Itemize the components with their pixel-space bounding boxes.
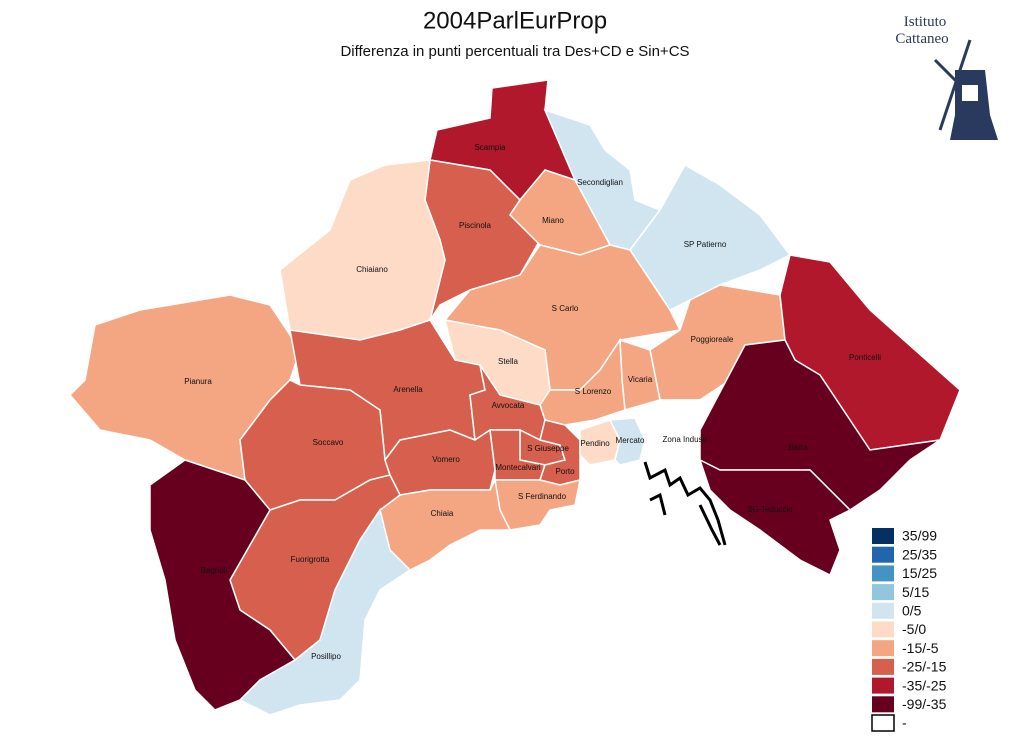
district-label: Stella [498,357,519,366]
district-label: S Lorenzo [575,387,612,396]
logo-text: Cattaneo [895,31,948,47]
district-label: Arenella [393,385,423,394]
district-label: Ponticelli [849,353,881,362]
district-label: Piscinola [459,221,492,230]
district-label: S Ferdinando [518,492,567,501]
legend-swatch [872,528,894,544]
district-label: Vomero [432,455,460,464]
legend-label: - [902,715,907,731]
district-label: S Carlo [552,304,579,313]
logo-text: Istituto [904,14,947,30]
legend-swatch [872,621,894,638]
district-label: Barra [788,443,808,452]
district-area [698,458,852,577]
legend-swatch [872,677,894,694]
district-label: Fuorigrotta [291,555,330,564]
legend-label: -15/-5 [902,640,939,656]
logo: Istituto Cattaneo [895,14,998,140]
district-label: Bagnoli [201,566,228,575]
legend-label: 0/5 [902,603,922,619]
district-label: Scampia [474,143,506,152]
district-label: Porto [555,467,575,476]
district-label: Pendino [580,439,610,448]
legend-label: 35/99 [902,528,937,544]
district-label: Miano [542,216,564,225]
logo-sail [938,39,972,131]
legend-swatch [872,584,894,601]
district-label: Chiaiano [356,265,388,274]
legend-label: -99/-35 [902,696,947,712]
district-area [238,508,412,716]
legend-label: -5/0 [902,621,926,637]
legend-label: -35/-25 [902,677,947,693]
legend-label: -25/-15 [902,659,947,675]
district-label: Mercato [616,436,645,445]
district-label: Montecalvari [495,463,541,472]
district-area [494,478,581,531]
legend-swatch [872,565,894,582]
district-area [279,159,446,341]
subtitle: Differenza in punti percentuali tra Des+… [340,43,689,60]
districts: Scampia Secondiglian SP Patierno Piscinola M… [68,79,961,716]
district-label: Avvocata [492,401,525,410]
legend-swatch [871,714,895,732]
legend-swatch [872,546,894,563]
district-label: Secondiglian [577,178,623,187]
legend-swatch [872,602,894,619]
legend-swatch [872,658,894,675]
legend: 35/99 25/35 15/25 5/15 0/5 -5/0 -15/-5 -25/-15 -… [871,528,947,732]
logo-sail [933,58,987,112]
harbor-piers [643,461,727,546]
district-label: Chiaia [431,509,454,518]
district-label: SG Teduccio [747,505,793,514]
district-label: Poggioreale [691,335,734,344]
district-label: SP Patierno [684,240,727,249]
logo-window [962,85,978,101]
district-label: Zona Industr [663,435,708,444]
legend-swatch [872,640,894,657]
district-label: Pianura [184,377,212,386]
district-label: S Giuseppe [527,444,569,453]
legend-label: 15/25 [902,565,937,581]
district-label: Soccavo [313,438,344,447]
district-label: Posillipo [311,652,341,661]
legend-swatch [872,696,894,713]
legend-label: 25/35 [902,546,937,562]
title: 2004ParlEurProp [423,7,607,34]
district-label: Vicaria [628,375,653,384]
legend-label: 5/15 [902,584,929,600]
